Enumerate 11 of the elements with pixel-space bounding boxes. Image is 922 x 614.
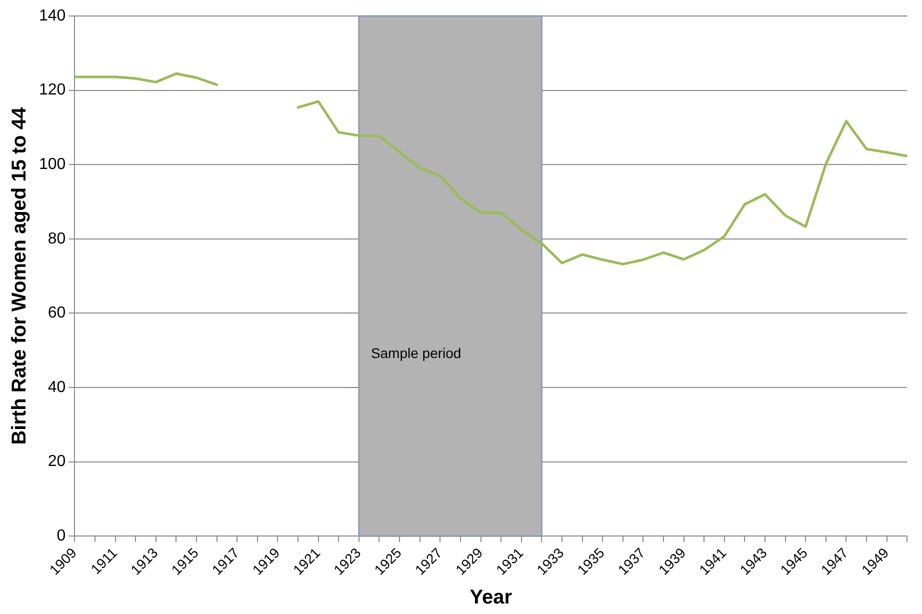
y-tick-label: 0 bbox=[56, 528, 66, 545]
y-tick-label: 40 bbox=[48, 378, 66, 396]
y-tick-label: 140 bbox=[38, 7, 66, 24]
y-tick-label: 100 bbox=[38, 156, 66, 174]
y-tick-label: 120 bbox=[38, 82, 66, 99]
x-axis-title: Year bbox=[470, 586, 512, 609]
y-tick-label: 60 bbox=[48, 304, 66, 322]
band-label: Sample period bbox=[370, 344, 462, 361]
y-axis-title: Birth Rate for Women aged 15 to 44 bbox=[8, 106, 31, 445]
y-tick-label: 20 bbox=[48, 453, 66, 470]
y-tick-label: 80 bbox=[48, 230, 66, 248]
